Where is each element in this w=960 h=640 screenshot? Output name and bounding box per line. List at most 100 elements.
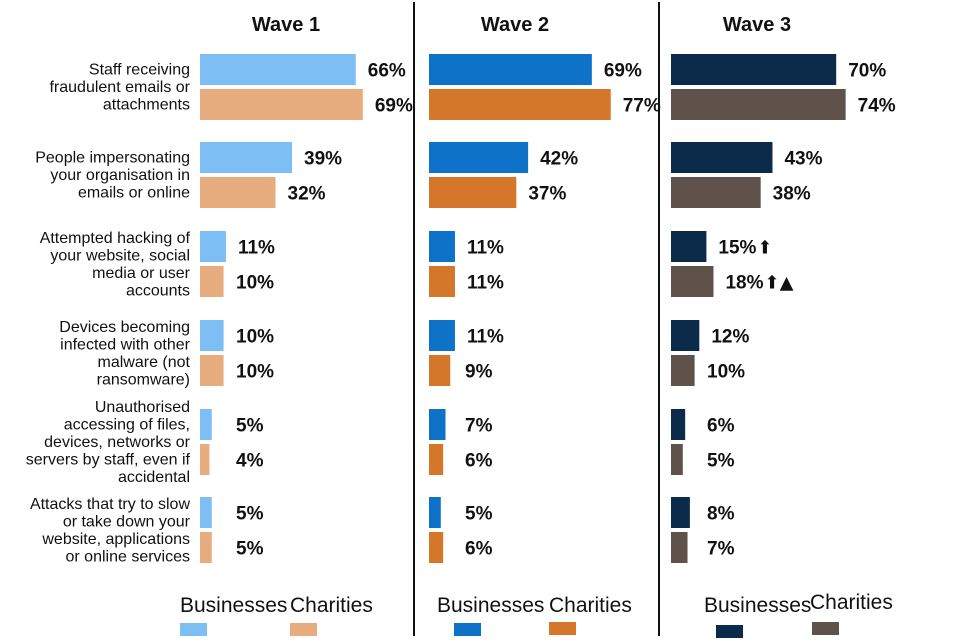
- category-label: Unauthorised accessing of files, devices, …: [26, 399, 191, 486]
- data-label: 11%: [467, 273, 504, 294]
- category-label-line: infected with other: [60, 336, 191, 353]
- category-label-line: attachments: [103, 97, 190, 114]
- data-label: 5%: [465, 504, 493, 525]
- bar-charities: [200, 444, 210, 475]
- data-label: 69%: [375, 96, 413, 117]
- bar-charities: [200, 177, 276, 208]
- bar-businesses: [200, 497, 212, 528]
- bar-charities: [200, 355, 224, 386]
- bar-charities: [200, 266, 224, 297]
- data-label: 18%: [725, 273, 763, 294]
- bar-charities: [200, 89, 363, 120]
- bar-charities: [671, 355, 695, 386]
- data-label: 37%: [528, 184, 566, 205]
- bar-charities: [671, 444, 683, 475]
- category-label-line: Devices becoming: [59, 319, 190, 336]
- legend-label-businesses: Businesses: [437, 594, 544, 617]
- bar-charities: [429, 177, 517, 208]
- bar-businesses: [671, 231, 707, 262]
- legend-label-businesses: Businesses: [704, 594, 811, 617]
- bar-businesses: [200, 320, 224, 351]
- data-label: 38%: [773, 184, 811, 205]
- category-label-line: your organisation in: [50, 167, 190, 184]
- legend-label-charities: Charities: [549, 594, 632, 617]
- data-label: 42%: [540, 149, 578, 170]
- category-label-line: emails or online: [78, 185, 190, 202]
- bar-charities: [671, 89, 846, 120]
- data-label: 11%: [238, 238, 275, 259]
- significance-marker: ⬆▲: [765, 273, 794, 294]
- data-label: 5%: [707, 451, 735, 472]
- bar-charities: [429, 266, 455, 297]
- category-label-line: your website, social: [50, 247, 190, 264]
- data-label: 10%: [236, 362, 274, 383]
- data-label: 7%: [465, 416, 493, 437]
- category-label-line: or take down your: [63, 513, 191, 530]
- data-label: 5%: [236, 504, 264, 525]
- bar-charities: [429, 355, 451, 386]
- bar-businesses: [671, 497, 690, 528]
- category-label: Attempted hacking of your website, social…: [40, 230, 191, 300]
- data-label: 10%: [707, 362, 745, 383]
- category-label-line: accidental: [118, 469, 190, 486]
- data-label: 39%: [304, 149, 342, 170]
- bar-businesses: [429, 497, 441, 528]
- data-label: 70%: [848, 61, 886, 82]
- data-label: 15%: [718, 238, 756, 259]
- legend-swatch-charities: [290, 623, 317, 636]
- category-label-line: People impersonating: [35, 150, 190, 167]
- category-labels: Staff receiving fraudulent emails or attac…: [26, 62, 191, 566]
- bar-businesses: [429, 409, 446, 440]
- data-label: 11%: [467, 238, 504, 259]
- bar-charities: [671, 177, 761, 208]
- category-label: Staff receiving fraudulent emails or attac…: [49, 62, 190, 114]
- data-label: 77%: [623, 96, 661, 117]
- legend-label-charities: Charities: [290, 594, 373, 617]
- wave-title: Wave 3: [723, 14, 791, 36]
- bar-charities: [671, 532, 688, 563]
- bar-businesses: [429, 142, 529, 173]
- significance-marker: ⬆: [757, 238, 772, 259]
- data-label: 11%: [467, 327, 504, 348]
- bar-businesses: [429, 54, 592, 85]
- category-label-line: servers by staff, even if: [26, 452, 191, 469]
- category-label-line: Unauthorised: [95, 399, 190, 416]
- bar-businesses: [429, 231, 455, 262]
- data-label: 5%: [236, 416, 264, 437]
- bar-businesses: [671, 142, 773, 173]
- chart-panels: Wave 166%39%11%10%5%5%69%32%10%10%4%5%Wa…: [200, 14, 896, 563]
- data-label: 7%: [707, 539, 735, 560]
- bar-charities: [429, 532, 444, 563]
- data-label: 66%: [368, 61, 406, 82]
- category-label: Attacks that try to slow or take down you…: [30, 496, 191, 566]
- data-label: 74%: [858, 96, 896, 117]
- category-label-line: fraudulent emails or: [49, 79, 190, 96]
- legend-swatch-businesses: [716, 625, 743, 638]
- category-label-line: malware (not: [98, 354, 191, 371]
- legend-swatch-businesses: [454, 623, 481, 636]
- category-label-line: Attempted hacking of: [40, 230, 191, 247]
- bar-charities: [200, 532, 212, 563]
- data-label: 69%: [604, 61, 642, 82]
- panel-1: Wave 1 66% 39% 11% 10% 5% 5% 69% 32% 10% 10% 4% 5%: [200, 14, 413, 563]
- category-label-line: Attacks that try to slow: [30, 496, 191, 513]
- data-label: 8%: [707, 504, 735, 525]
- data-label: 10%: [236, 327, 274, 348]
- data-label: 5%: [236, 539, 264, 560]
- bar-charities: [429, 444, 444, 475]
- data-label: 4%: [236, 451, 264, 472]
- data-label: 32%: [288, 184, 326, 205]
- legend-swatch-charities: [812, 622, 839, 635]
- panel-2: Wave 2 69% 42% 11% 11% 7% 5% 77% 37% 11% 9% 6% 6%: [429, 14, 661, 563]
- data-label: 6%: [465, 539, 493, 560]
- category-label-line: website, applications: [41, 531, 190, 548]
- category-label: Devices becoming infected with other malwa…: [59, 319, 190, 389]
- legend-label-charities: Charities: [810, 591, 893, 614]
- category-label: People impersonating your organisation in…: [35, 150, 190, 202]
- data-label: 12%: [711, 327, 749, 348]
- wave-title: Wave 2: [481, 14, 549, 36]
- bar-businesses: [429, 320, 455, 351]
- panel-3: Wave 3 70% 43% 15% ⬆ 12% 6% 8% 74% 38% 18% ⬆▲ 10% 5% 7…: [671, 14, 896, 563]
- bar-charities: [671, 266, 714, 297]
